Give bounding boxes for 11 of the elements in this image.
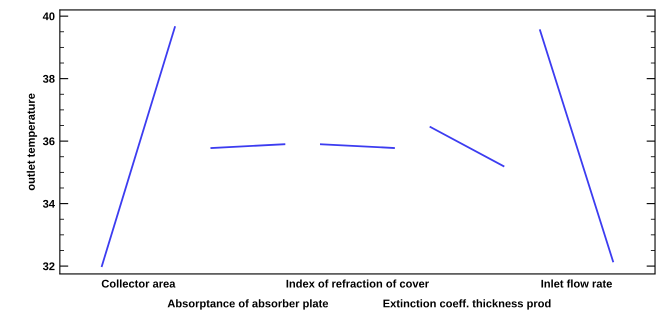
x-tick-label: Index of refraction of cover <box>286 279 429 288</box>
y-tick-label: 32 <box>42 262 55 270</box>
y-tick-label: 38 <box>42 74 55 83</box>
y-tick-label: 34 <box>42 200 55 208</box>
y-tick-label: 40 <box>42 12 55 20</box>
x-tick-label: Absorptance of absorber plate <box>168 299 328 310</box>
x-tick-label: Collector area <box>102 279 176 288</box>
x-tick-label: Inlet flow rate <box>541 279 612 288</box>
y-axis-title: outlet temperature <box>26 94 38 190</box>
y-tick-label: 36 <box>42 137 55 146</box>
x-tick-label: Extinction coeff. thickness prod <box>383 299 551 310</box>
